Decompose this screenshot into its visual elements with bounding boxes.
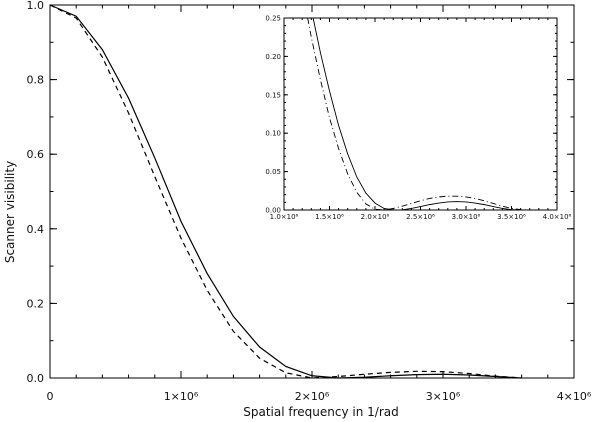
inset-x-tick-label: 4.0×10⁶ (543, 213, 572, 221)
y-axis-label: Scanner visibility (3, 161, 17, 263)
main-x-tick-label: 2×10⁶ (295, 390, 330, 403)
main-plot: 0 1×10⁶ 2×10⁶ 3×10⁶ 4×10⁶ 0.0 0.2 0.4 0.6 0.8 1.0 (27, 0, 592, 403)
main-y-tick-label: 0.8 (27, 74, 45, 87)
inset-y-tick-label: 0.20 (265, 53, 281, 61)
main-y-tick-label: 0.4 (27, 223, 45, 236)
inset-y-tick-label: 0.10 (265, 130, 281, 138)
inset-x-tick-label: 3.0×10⁶ (452, 213, 481, 221)
main-x-tick-label: 0 (47, 390, 54, 403)
main-y-tick-label: 1.0 (27, 0, 45, 12)
inset-x-tick-label: 1.0×10⁶ (270, 213, 299, 221)
inset-y-tick-label: 0.15 (265, 91, 281, 99)
main-y-tick-label: 0.6 (27, 148, 45, 161)
inset-y-tick-label: 0.05 (265, 168, 281, 176)
main-x-tick-label: 3×10⁶ (426, 390, 461, 403)
inset-x-tick-label: 1.5×10⁶ (315, 213, 344, 221)
main-y-tick-label: 0.2 (27, 297, 45, 310)
inset-series-line-solid (312, 17, 539, 211)
inset-y-tick-label: 0.25 (265, 15, 281, 23)
inset-y-tick-label: 0.00 (265, 207, 281, 215)
inset-x-tick-label: 3.5×10⁶ (497, 213, 526, 221)
inset-plot: 1.0×10⁶ 1.5×10⁶ 2.0×10⁶ 2.5×10⁶ 3.0×10⁶ 3.5×1… (265, 15, 571, 222)
x-axis-label: Spatial frequency in 1/rad (243, 405, 398, 419)
inset-x-tick-label: 2.5×10⁶ (406, 213, 435, 221)
main-x-tick-label: 4×10⁶ (557, 390, 592, 403)
inset-series-line-dash-dot (307, 17, 539, 211)
inset-x-tick-label: 2.0×10⁶ (361, 213, 390, 221)
main-y-tick-label: 0.0 (27, 372, 45, 385)
inset-background (284, 18, 557, 210)
main-x-tick-label: 1×10⁶ (164, 390, 199, 403)
